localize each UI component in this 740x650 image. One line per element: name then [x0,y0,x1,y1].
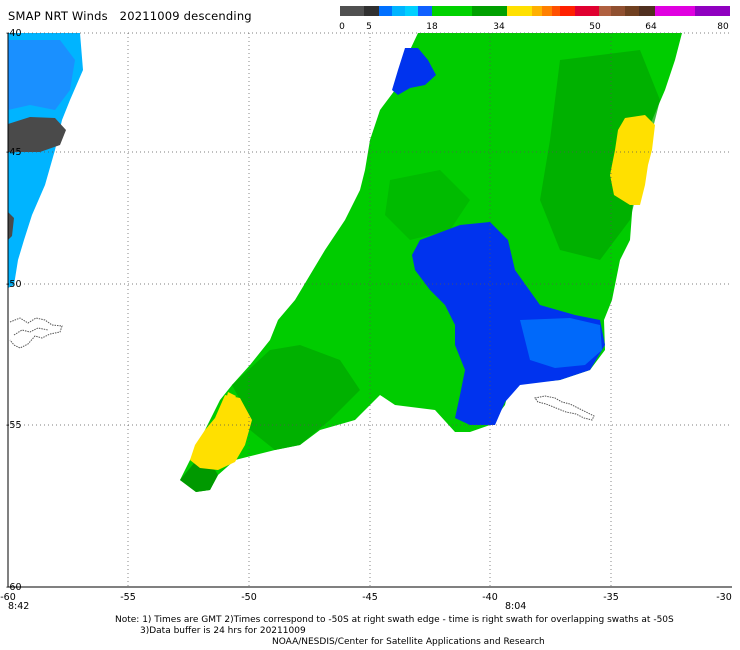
colorbar-cell-34-a [507,6,532,16]
x-tick-30: -30 [716,592,732,603]
swath-time-left: 8:42 [8,601,29,612]
south-georgia-outline [534,395,595,421]
colorbar-cell-34-e [560,6,575,16]
colorbar-label-18: 18 [426,22,438,32]
colorbar-cell-5-d [418,6,432,16]
title-product: SMAP NRT Winds [8,9,108,23]
colorbar-cell-34-f [575,6,599,16]
y-tick-55: -55 [6,420,22,431]
y-tick-45: -45 [6,147,22,158]
colorbar-cell-34-b [532,6,542,16]
yellow-edge-southwest [226,392,236,402]
coastlines [9,317,595,421]
x-tick-50: -50 [241,592,257,603]
dark-green-tail [180,462,218,492]
y-tick-60: -60 [6,582,22,593]
wind-speed-colorbar [340,6,730,16]
colorbar-cell-0-5b [364,6,379,16]
dark-blue-north [392,48,436,95]
colorbar-cell-50-b [611,6,625,16]
x-tick-40: -40 [482,592,498,603]
colorbar-label-34: 34 [493,22,505,32]
note-line-2: 3)Data buffer is 24 hrs for 20211009 [140,626,306,636]
blue-lighter-center [520,318,602,368]
graticule [8,32,732,587]
left-swath-blue-patch [8,40,75,110]
colorbar-label-5: 5 [366,22,372,32]
x-tick-45: -45 [362,592,378,603]
dark-green-northeast [540,50,660,260]
y-axis-ticks: -40 -45 -50 -55 -60 [6,28,22,593]
colorbar-cell-64-b [695,6,730,16]
wind-swaths [8,33,682,492]
colorbar-cell-34-c [542,6,552,16]
colorbar-label-0: 0 [339,22,345,32]
colorbar-cell-5-c [405,6,418,16]
y-tick-50: -50 [6,279,22,290]
left-swath-calm-edge [8,212,14,240]
title-pass: descending [183,9,252,23]
x-tick-35: -35 [603,592,619,603]
colorbar-cell-0-5a [340,6,364,16]
yellow-patch-southwest [190,395,252,470]
colorbar-cell-34-d [552,6,560,16]
colorbar-cell-5-a [379,6,392,16]
y-tick-40: -40 [6,28,22,39]
colorbar-cell-18-b [472,6,507,16]
colorbar-label-64: 64 [645,22,657,32]
note-line-1: Note: 1) Times are GMT 2)Times correspon… [115,615,674,625]
swath-time-labels: 8:42 8:04 [8,601,526,612]
colorbar-cell-18-a [432,6,472,16]
dark-green-center [385,170,470,240]
left-swath-calm-band [8,117,66,152]
colorbar-cell-5-b [392,6,405,16]
colorbar-cell-50-d [639,6,655,16]
x-tick-55: -55 [120,592,136,603]
colorbar-label-80: 80 [717,22,729,32]
dark-blue-center [412,222,605,425]
colorbar-cell-50-a [599,6,611,16]
axes-frame [7,33,732,588]
colorbar-cell-64-a [655,6,695,16]
title-date: 20211009 [119,9,180,23]
colorbar-label-50: 50 [589,22,601,32]
yellow-patch-east [610,115,655,205]
map-title: SMAP NRT Winds 20211009 descending [8,9,252,23]
x-tick-60: -60 [0,592,16,603]
colorbar-cell-50-c [625,6,639,16]
note-line-3: NOAA/NESDIS/Center for Satellite Applica… [272,637,545,647]
falkland-islands-inner [13,327,49,336]
swath-time-right: 8:04 [505,601,526,612]
falkland-islands-outline [9,317,63,349]
x-axis-ticks: -60 -55 -50 -45 -40 -35 -30 [0,592,732,603]
dark-green-southwest [232,345,360,450]
